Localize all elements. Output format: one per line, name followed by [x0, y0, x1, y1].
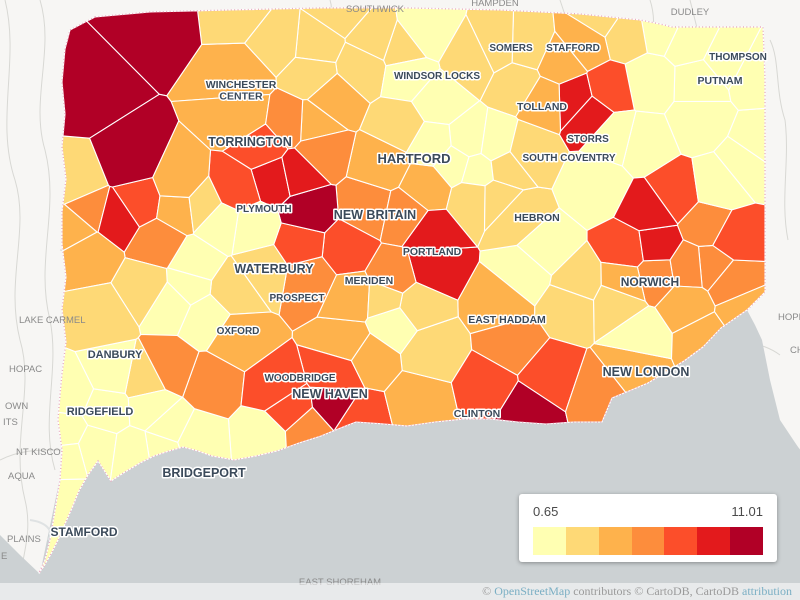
svg-text:CLINTON: CLINTON — [454, 408, 500, 420]
svg-text:DUDLEY: DUDLEY — [671, 7, 710, 18]
svg-text:STAMFORD: STAMFORD — [50, 525, 117, 539]
svg-text:MERIDEN: MERIDEN — [345, 275, 393, 287]
svg-text:E: E — [1, 551, 7, 562]
svg-text:CH: CH — [790, 345, 800, 356]
svg-text:PUTNAM: PUTNAM — [698, 75, 743, 87]
svg-text:PLYMOUTH: PLYMOUTH — [236, 204, 291, 215]
svg-text:HOPKINTON: HOPKINTON — [778, 312, 800, 323]
svg-text:SOUTHWICK: SOUTHWICK — [346, 4, 405, 15]
svg-text:PORTLAND: PORTLAND — [403, 246, 462, 258]
svg-text:SOUTH COVENTRY: SOUTH COVENTRY — [523, 153, 616, 164]
svg-text:OWN: OWN — [5, 401, 28, 412]
svg-text:EAST HADDAM: EAST HADDAM — [468, 314, 546, 326]
svg-text:AQUA: AQUA — [8, 471, 36, 482]
svg-text:NORWICH: NORWICH — [621, 275, 679, 289]
svg-text:TOLLAND: TOLLAND — [517, 101, 567, 113]
svg-text:HOPAC: HOPAC — [9, 364, 42, 375]
svg-text:ITS: ITS — [3, 417, 18, 428]
svg-text:PROSPECT: PROSPECT — [269, 293, 324, 304]
svg-text:SOMERS: SOMERS — [489, 43, 533, 54]
svg-text:HARTFORD: HARTFORD — [378, 151, 451, 166]
svg-text:NEW BRITAIN: NEW BRITAIN — [334, 208, 416, 222]
svg-text:NT KISCO: NT KISCO — [16, 447, 61, 458]
svg-text:LAKE CARMEL: LAKE CARMEL — [19, 315, 86, 326]
svg-text:RIDGEFIELD: RIDGEFIELD — [67, 406, 134, 418]
svg-text:THOMPSON: THOMPSON — [709, 52, 767, 63]
svg-text:STORRS: STORRS — [567, 134, 609, 145]
svg-text:PLAINS: PLAINS — [7, 534, 41, 545]
svg-text:HAMPDEN: HAMPDEN — [471, 0, 519, 9]
svg-text:WOODBRIDGE: WOODBRIDGE — [264, 373, 335, 384]
svg-text:WINDSOR LOCKS: WINDSOR LOCKS — [394, 71, 480, 82]
svg-text:HEBRON: HEBRON — [514, 212, 560, 224]
svg-text:TORRINGTON: TORRINGTON — [208, 135, 292, 149]
svg-text:BRIDGEPORT: BRIDGEPORT — [162, 466, 246, 480]
svg-text:STAFFORD: STAFFORD — [546, 43, 600, 54]
svg-text:OXFORD: OXFORD — [217, 326, 260, 337]
svg-text:DANBURY: DANBURY — [88, 349, 143, 361]
svg-text:NEW LONDON: NEW LONDON — [603, 365, 690, 379]
svg-text:WATERBURY: WATERBURY — [234, 262, 314, 276]
svg-text:NEW HAVEN: NEW HAVEN — [292, 387, 367, 401]
